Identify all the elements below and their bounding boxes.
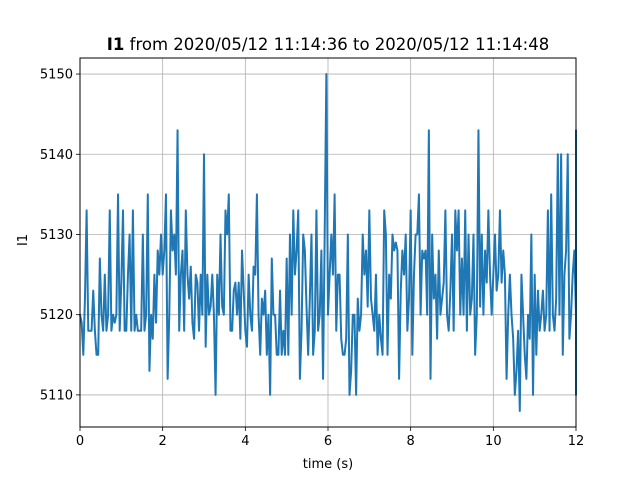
y-axis-ticks: 5110 5120 5130 5140 5150 <box>40 68 80 403</box>
y-tick-label: 5150 <box>40 68 73 83</box>
x-tick-label: 2 <box>159 434 167 449</box>
x-tick-label: 8 <box>407 434 415 449</box>
y-tick-label: 5120 <box>40 308 73 323</box>
series-line-I1 <box>79 73 577 412</box>
x-tick-label: 4 <box>241 434 249 449</box>
x-tick-label: 6 <box>324 434 332 449</box>
x-tick-label: 12 <box>568 434 585 449</box>
x-axis-label: time (s) <box>303 457 353 472</box>
chart-title-range: from 2020/05/12 11:14:36 to 2020/05/12 1… <box>124 35 549 54</box>
x-axis-ticks: 0 2 4 6 8 10 12 <box>76 427 584 449</box>
chart-title-series-name: I1 <box>107 35 125 54</box>
x-tick-label: 10 <box>485 434 502 449</box>
y-tick-label: 5140 <box>40 148 73 163</box>
chart-title: I1 from 2020/05/12 11:14:36 to 2020/05/1… <box>107 35 549 54</box>
x-tick-label: 0 <box>76 434 84 449</box>
y-axis-label: I1 <box>16 234 31 246</box>
y-tick-label: 5110 <box>40 388 73 403</box>
y-tick-label: 5130 <box>40 228 73 243</box>
